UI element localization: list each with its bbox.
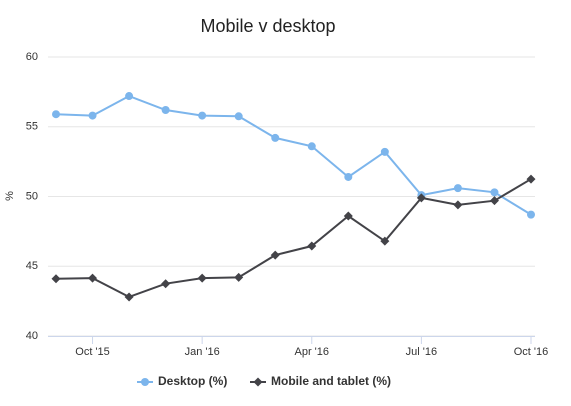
y-tick-label: 55 <box>26 121 38 133</box>
marker <box>161 106 170 115</box>
marker <box>124 292 134 302</box>
marker <box>271 133 280 142</box>
marker <box>453 184 462 193</box>
x-tick-label: Jul '16 <box>406 346 437 358</box>
marker <box>307 241 317 251</box>
marker <box>270 250 280 260</box>
chart-title: Mobile v desktop <box>200 16 335 36</box>
legend-item: Mobile and tablet (%) <box>250 374 391 388</box>
marker <box>51 274 61 284</box>
legend-marker <box>141 378 149 386</box>
marker <box>88 111 97 120</box>
marker <box>161 279 171 289</box>
marker <box>527 210 535 219</box>
line <box>55 178 532 299</box>
marker <box>380 236 390 246</box>
marker <box>125 92 134 101</box>
x-tick-label: Apr '16 <box>295 346 330 358</box>
marker <box>234 272 244 282</box>
legend-label: Desktop (%) <box>158 374 227 388</box>
marker <box>197 273 207 283</box>
marker <box>344 172 353 181</box>
marker <box>198 111 207 120</box>
x-tick-label: Jan '16 <box>185 346 220 358</box>
y-axis-label: % <box>4 191 16 201</box>
line <box>55 94 532 216</box>
y-tick-label: 60 <box>26 51 38 63</box>
y-tick-label: 50 <box>26 190 38 202</box>
y-tick-label: 40 <box>26 330 38 342</box>
marker <box>416 193 426 203</box>
marker <box>490 188 499 197</box>
marker <box>88 273 98 283</box>
legend-item: Desktop (%) <box>137 374 227 388</box>
marker <box>380 147 389 156</box>
marker <box>307 142 316 151</box>
y-tick-label: 45 <box>26 260 38 272</box>
x-tick-label: Oct '16 <box>514 346 549 358</box>
marker <box>343 211 353 221</box>
marker <box>234 112 243 121</box>
marker <box>526 174 536 184</box>
legend-label: Mobile and tablet (%) <box>271 374 391 388</box>
marker <box>453 200 463 210</box>
marker <box>489 196 499 206</box>
marker <box>52 110 60 119</box>
x-tick-label: Oct '15 <box>75 346 110 358</box>
legend-marker <box>253 377 263 387</box>
